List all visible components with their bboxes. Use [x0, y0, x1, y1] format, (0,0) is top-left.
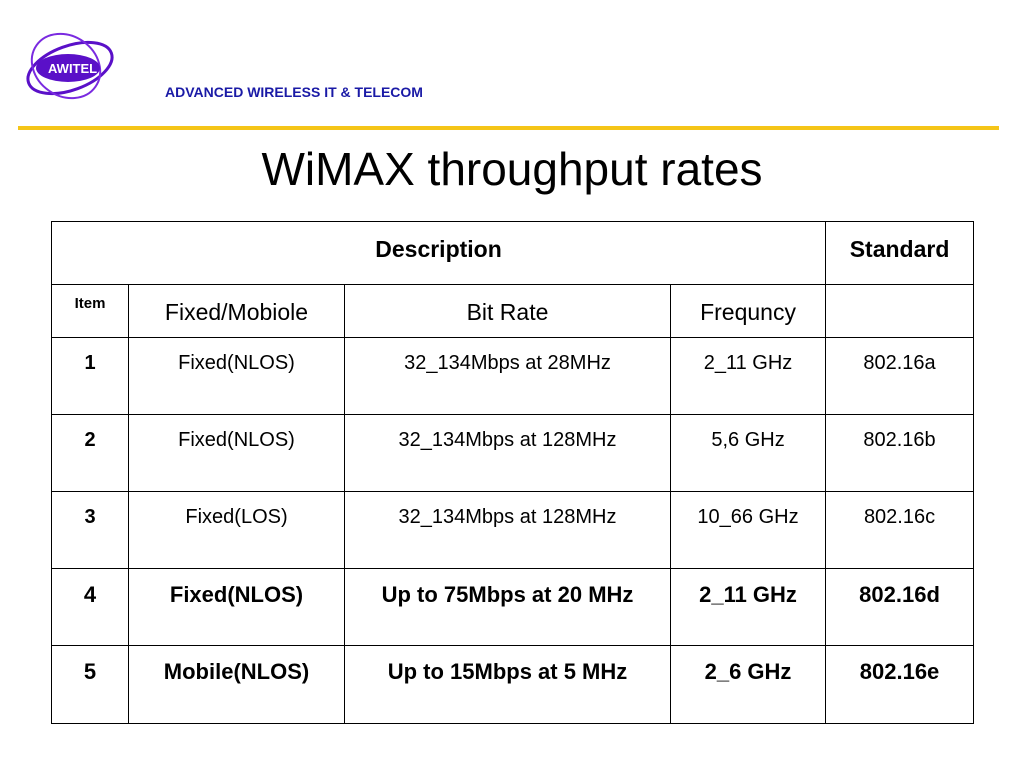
frequency-cell: 2_6 GHz — [669, 645, 827, 724]
table-column-header-row: Item Fixed/Mobiole Bit Rate Frequncy — [51, 284, 975, 338]
frequency-cell: 2_11 GHz — [669, 568, 827, 646]
mode-cell: Mobile(NLOS) — [128, 645, 345, 724]
table-row: 5 Mobile(NLOS) Up to 15Mbps at 5 MHz 2_6… — [51, 645, 975, 724]
mode-cell: Fixed(NLOS) — [128, 337, 345, 415]
header-divider — [18, 126, 999, 130]
bit-rate-cell: 32_134Mbps at 128MHz — [344, 491, 671, 569]
fixed-mobile-column-header: Fixed/Mobiole — [128, 284, 345, 338]
awitel-logo-icon: AWITEL — [26, 32, 114, 100]
description-header: Description — [50, 221, 827, 285]
standard-cell: 802.16e — [825, 645, 975, 724]
item-cell: 3 — [51, 491, 129, 569]
table-row: 3 Fixed(LOS) 32_134Mbps at 128MHz 10_66 … — [51, 491, 975, 569]
standard-header: Standard — [825, 221, 975, 285]
table-row: 4 Fixed(NLOS) Up to 75Mbps at 20 MHz 2_1… — [51, 568, 975, 646]
standard-cell: 802.16d — [825, 568, 975, 646]
mode-cell: Fixed(NLOS) — [128, 568, 345, 646]
standard-cell: 802.16b — [825, 414, 975, 492]
standard-cell: 802.16a — [825, 337, 975, 415]
company-logo: AWITEL — [18, 28, 118, 104]
item-cell: 2 — [51, 414, 129, 492]
slide-title: WiMAX throughput rates — [261, 143, 763, 195]
standard-cell: 802.16c — [825, 491, 975, 569]
bit-rate-column-header: Bit Rate — [344, 284, 671, 338]
bit-rate-cell: Up to 15Mbps at 5 MHz — [344, 645, 671, 724]
item-column-header: Item — [51, 284, 129, 338]
mode-cell: Fixed(NLOS) — [128, 414, 345, 492]
table-group-header-row: Description Standard — [50, 221, 975, 285]
table-row: 1 Fixed(NLOS) 32_134Mbps at 28MHz 2_11 G… — [51, 337, 975, 415]
bit-rate-cell: 32_134Mbps at 28MHz — [344, 337, 671, 415]
frequency-cell: 10_66 GHz — [669, 491, 827, 569]
item-cell: 5 — [51, 645, 129, 724]
frequency-cell: 2_11 GHz — [669, 337, 827, 415]
frequency-cell: 5,6 GHz — [669, 414, 827, 492]
table-row: 2 Fixed(NLOS) 32_134Mbps at 128MHz 5,6 G… — [51, 414, 975, 492]
item-cell: 4 — [51, 568, 129, 646]
mode-cell: Fixed(LOS) — [128, 491, 345, 569]
frequency-column-header: Frequncy — [669, 284, 827, 338]
logo-text: AWITEL — [48, 61, 97, 76]
bit-rate-cell: 32_134Mbps at 128MHz — [344, 414, 671, 492]
standard-column-header-empty — [825, 284, 975, 338]
item-cell: 1 — [51, 337, 129, 415]
company-name: ADVANCED WIRELESS IT & TELECOM — [165, 84, 423, 100]
throughput-table: Description Standard Item Fixed/Mobiole … — [50, 221, 975, 724]
bit-rate-cell: Up to 75Mbps at 20 MHz — [344, 568, 671, 646]
